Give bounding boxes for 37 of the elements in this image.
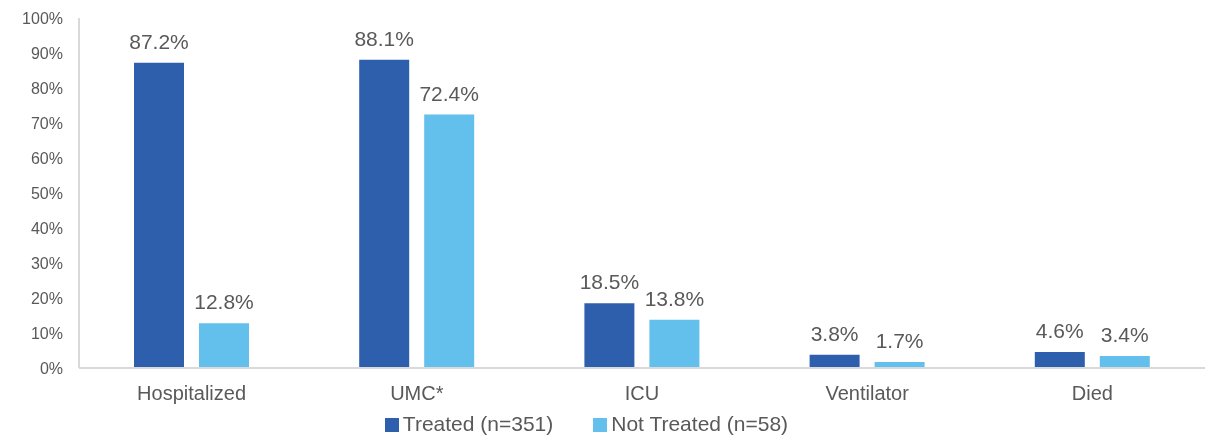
- data-label: 18.5%: [579, 270, 640, 294]
- data-label: 13.8%: [644, 286, 705, 310]
- y-tick-label: 80%: [30, 79, 63, 97]
- legend-label: Treated (n=351): [402, 412, 554, 435]
- bar: [809, 354, 860, 368]
- x-tick-label: Died: [1071, 382, 1113, 405]
- bar: [134, 62, 184, 368]
- y-tick-label: 10%: [30, 324, 63, 342]
- bar: [1099, 356, 1150, 368]
- x-tick-label: UMC*: [390, 382, 444, 405]
- data-label: 3.4%: [1100, 323, 1149, 347]
- y-tick-label: 90%: [30, 44, 63, 62]
- y-tick-label: 40%: [30, 219, 63, 237]
- bar: [199, 323, 249, 368]
- bar: [584, 303, 635, 368]
- bar: [649, 319, 700, 368]
- x-tick-label: Hospitalized: [137, 382, 247, 405]
- x-tick-label: Ventilator: [825, 382, 910, 405]
- y-tick-label: 100%: [22, 9, 63, 27]
- bar: [359, 59, 410, 368]
- y-tick-label: 50%: [30, 184, 63, 202]
- y-tick-label: 60%: [30, 149, 63, 167]
- bar: [1034, 351, 1085, 368]
- data-label: 87.2%: [129, 29, 189, 53]
- data-label: 72.4%: [419, 81, 479, 105]
- y-tick-label: 20%: [30, 289, 63, 307]
- data-label: 12.8%: [194, 290, 254, 314]
- y-tick-label: 0%: [39, 359, 63, 377]
- data-label: 4.6%: [1035, 318, 1084, 342]
- x-tick-label: ICU: [624, 382, 660, 405]
- legend-label: Not Treated (n=58): [611, 412, 789, 435]
- data-label: 1.7%: [875, 329, 924, 353]
- bar: [424, 114, 475, 368]
- y-tick-label: 70%: [30, 114, 63, 132]
- data-label: 3.8%: [810, 321, 859, 345]
- data-label: 88.1%: [354, 26, 414, 50]
- y-tick-label: 30%: [30, 254, 63, 272]
